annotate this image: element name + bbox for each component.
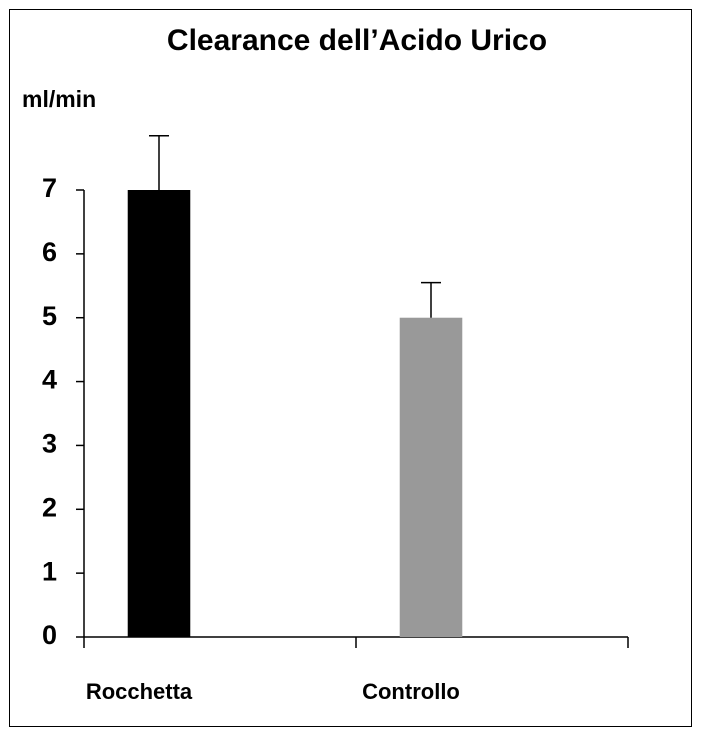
- y-tick-label: 6: [42, 237, 57, 267]
- y-tick-label: 0: [42, 620, 57, 650]
- frame: [9, 9, 692, 727]
- y-tick-label: 1: [42, 556, 57, 586]
- x-tick-label: Rocchetta: [86, 679, 193, 704]
- y-tick-label: 3: [42, 429, 57, 459]
- bar: [399, 317, 463, 637]
- y-tick-label: 5: [42, 301, 57, 331]
- error-bar: [421, 281, 441, 318]
- bar: [127, 190, 191, 637]
- chart-title: Clearance dell’Acido Urico: [167, 24, 547, 57]
- y-tick-label: 7: [42, 173, 57, 203]
- y-tick-label: 2: [42, 492, 57, 522]
- error-bar: [149, 134, 169, 190]
- y-axis-label: ml/min: [22, 86, 96, 112]
- x-tick-label: Controllo: [362, 679, 460, 704]
- y-tick-label: 4: [42, 365, 57, 395]
